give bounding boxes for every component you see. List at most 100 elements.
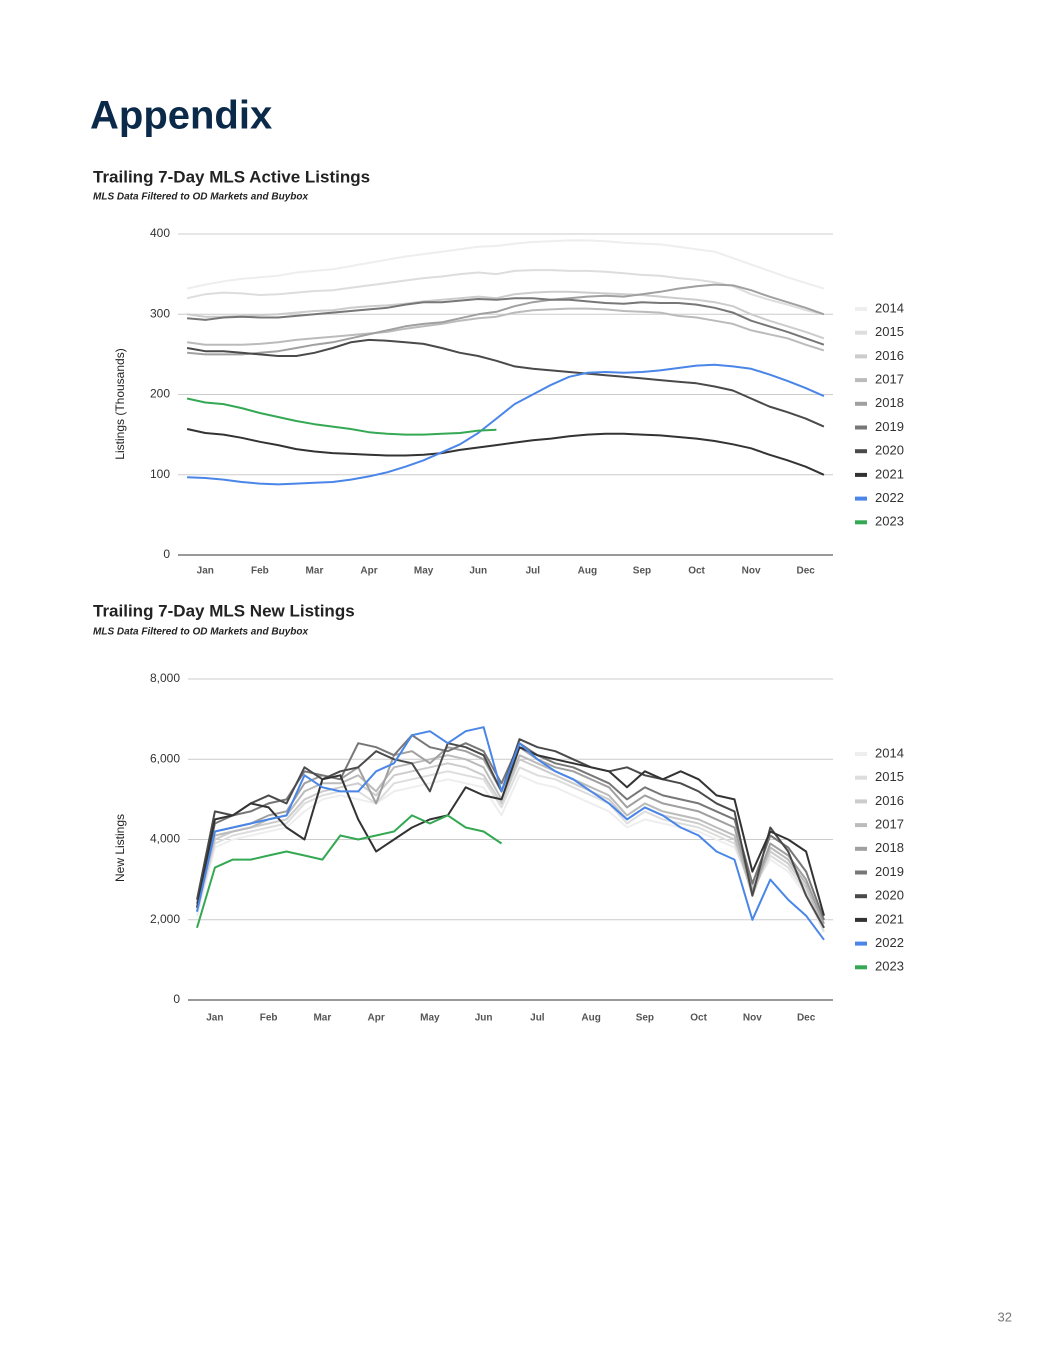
legend-label: 2022 <box>875 935 904 950</box>
legend-swatch <box>855 775 867 780</box>
x-tick-label: Mar <box>313 1013 331 1024</box>
y-tick-label: 400 <box>150 226 170 240</box>
y-tick-label: 100 <box>150 467 170 481</box>
legend-swatch <box>855 307 867 311</box>
legend-swatch <box>855 472 867 477</box>
legend-label: 2023 <box>875 514 904 529</box>
x-tick-label: Sep <box>636 1013 654 1024</box>
series-line <box>186 269 825 316</box>
series-line <box>196 746 825 916</box>
y-axis-label: New Listings <box>113 814 127 882</box>
x-tick-label: Apr <box>368 1013 385 1024</box>
series-line <box>187 297 825 346</box>
y-tick-label: 0 <box>163 547 170 561</box>
legend-swatch <box>855 965 867 970</box>
y-tick-label: 300 <box>150 306 170 320</box>
legend-label: 2022 <box>875 490 904 505</box>
legend-label: 2021 <box>875 911 904 926</box>
series-line <box>196 766 825 933</box>
x-tick-label: Sep <box>633 566 651 577</box>
chart-subtitle: MLS Data Filtered to OD Markets and Buyb… <box>93 627 308 638</box>
legend-label: 2020 <box>875 888 904 903</box>
x-tick-label: Jul <box>526 566 541 577</box>
y-tick-label: 6,000 <box>150 751 180 765</box>
legend-label: 2016 <box>875 348 904 363</box>
y-tick-label: 2,000 <box>150 912 180 926</box>
series-line <box>186 428 825 476</box>
x-tick-label: Dec <box>797 1013 816 1024</box>
y-axis-label: Listings (Thousands) <box>113 348 127 459</box>
legend-swatch <box>855 378 867 383</box>
legend-swatch <box>855 449 867 454</box>
y-tick-label: 0 <box>173 992 180 1006</box>
legend-label: 2021 <box>875 466 904 481</box>
x-tick-label: Nov <box>743 1013 762 1024</box>
x-tick-label: May <box>420 1013 440 1024</box>
legend-label: 2014 <box>875 300 904 315</box>
legend-swatch <box>855 870 867 875</box>
series-line <box>186 307 825 352</box>
x-tick-label: May <box>414 566 434 577</box>
legend-swatch <box>855 425 867 430</box>
y-tick-label: 8,000 <box>150 671 180 685</box>
legend-label: 2016 <box>875 793 904 808</box>
x-tick-label: Aug <box>578 566 597 577</box>
legend-swatch <box>855 917 867 922</box>
y-tick-label: 200 <box>150 387 170 401</box>
series-line <box>196 754 825 929</box>
chart-subtitle: MLS Data Filtered to OD Markets and Buyb… <box>93 192 308 203</box>
x-tick-label: Oct <box>690 1013 707 1024</box>
series-line <box>196 726 825 941</box>
x-tick-label: Dec <box>797 566 816 577</box>
x-tick-label: Oct <box>688 566 705 577</box>
legend-label: 2015 <box>875 324 904 339</box>
legend-label: 2019 <box>875 419 904 434</box>
page-number: 32 <box>998 1309 1012 1324</box>
legend-label: 2019 <box>875 864 904 879</box>
chart-title: Trailing 7-Day MLS Active Listings <box>93 167 370 186</box>
y-tick-label: 4,000 <box>150 832 180 846</box>
legend-swatch <box>855 520 867 525</box>
legend-swatch <box>855 894 867 899</box>
series-line <box>187 283 825 356</box>
legend-label: 2018 <box>875 840 904 855</box>
legend-swatch <box>855 752 867 756</box>
legend-label: 2020 <box>875 443 904 458</box>
legend-label: 2017 <box>875 372 904 387</box>
x-tick-label: Apr <box>360 566 377 577</box>
chart-title: Trailing 7-Day MLS New Listings <box>93 601 355 620</box>
x-tick-label: Nov <box>742 566 761 577</box>
x-tick-label: Jan <box>197 566 214 577</box>
legend-swatch <box>855 401 867 406</box>
legend-label: 2018 <box>875 395 904 410</box>
legend-label: 2023 <box>875 959 904 974</box>
legend-swatch <box>855 354 867 359</box>
series-line <box>196 814 503 929</box>
page-title: Appendix <box>90 94 272 138</box>
legend-swatch <box>855 330 867 335</box>
series-line <box>187 363 825 486</box>
x-tick-label: Feb <box>260 1013 278 1024</box>
legend-swatch <box>855 823 867 828</box>
series-line <box>196 758 825 929</box>
series-line <box>196 774 825 933</box>
legend-swatch <box>855 799 867 804</box>
x-tick-label: Mar <box>306 566 324 577</box>
legend-swatch <box>855 496 867 501</box>
series-line <box>186 397 497 436</box>
x-tick-label: Jun <box>475 1013 493 1024</box>
x-tick-label: Feb <box>251 566 269 577</box>
legend-label: 2015 <box>875 769 904 784</box>
x-tick-label: Jan <box>206 1013 223 1024</box>
x-tick-label: Jun <box>469 566 487 577</box>
series-line <box>186 338 825 428</box>
series-line <box>186 239 825 290</box>
legend-swatch <box>855 846 867 851</box>
legend-label: 2017 <box>875 817 904 832</box>
legend-label: 2014 <box>875 745 904 760</box>
x-tick-label: Jul <box>530 1013 545 1024</box>
legend-swatch <box>855 941 867 946</box>
series-line <box>186 290 825 340</box>
x-tick-label: Aug <box>581 1013 600 1024</box>
